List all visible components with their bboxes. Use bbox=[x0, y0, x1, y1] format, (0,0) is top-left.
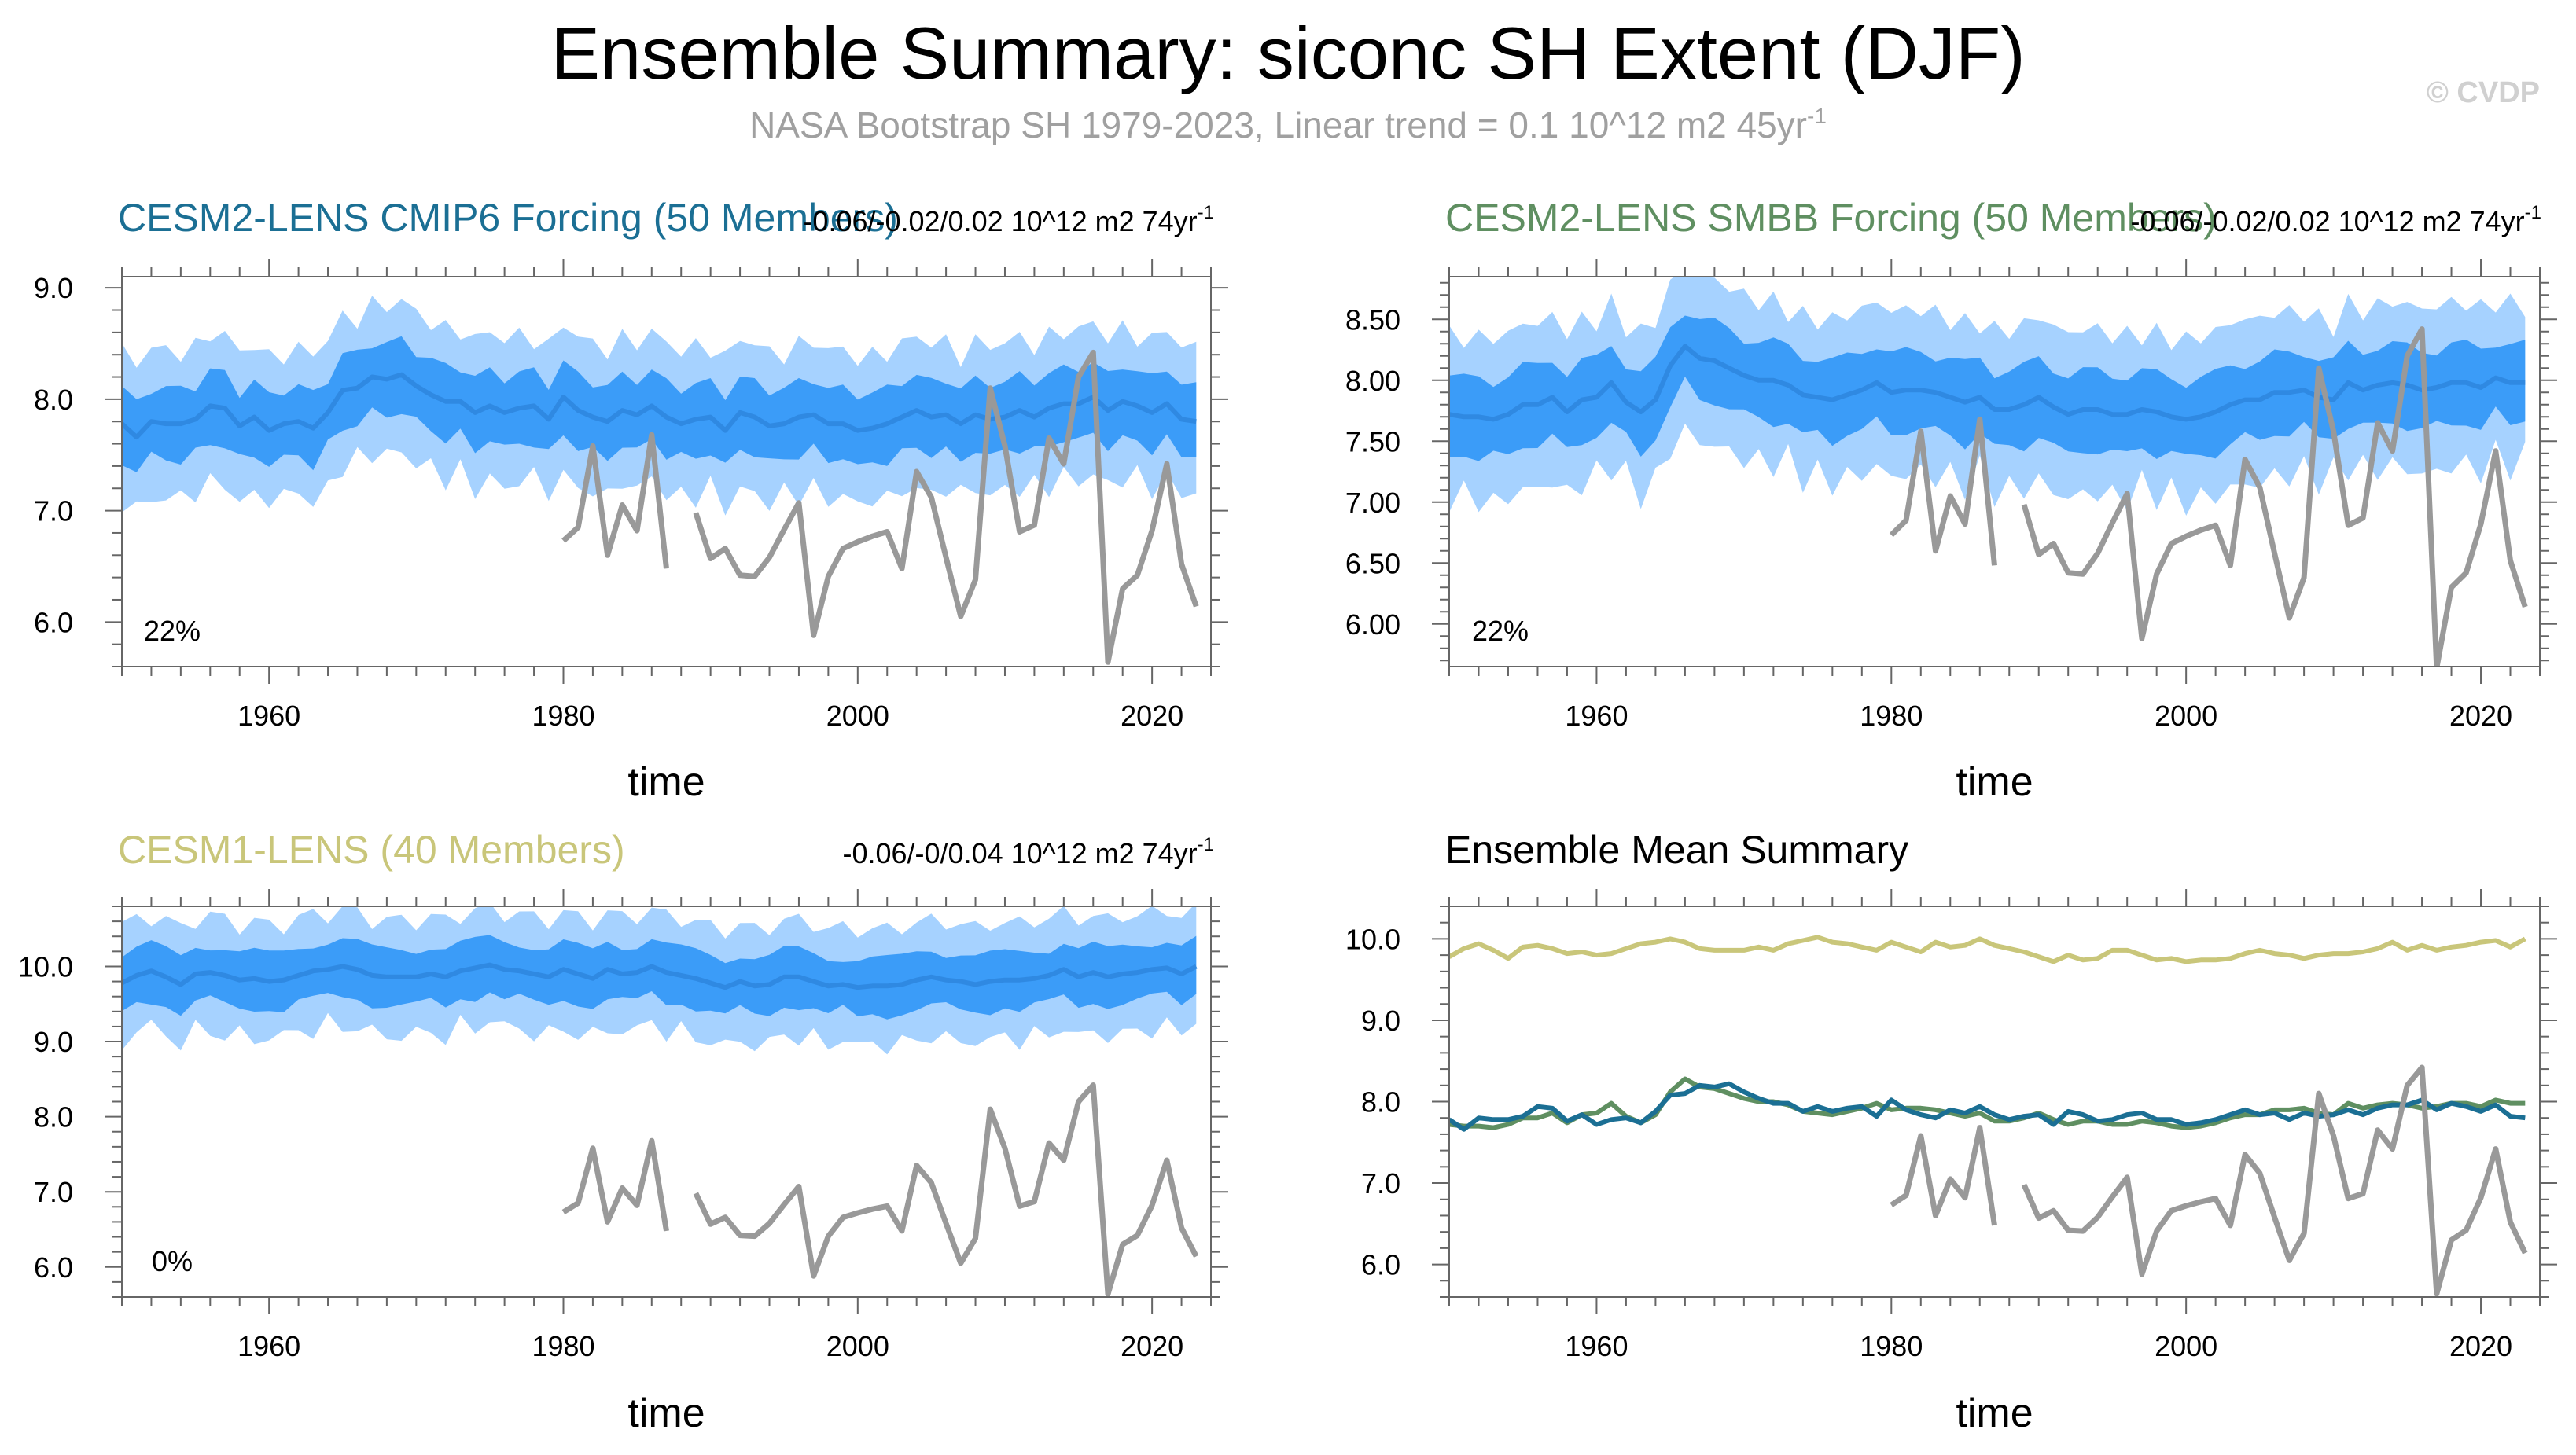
chart-panels: CESM2-LENS CMIP6 Forcing (50 Members)-0.… bbox=[18, 196, 2557, 1436]
x-tick-label: 1980 bbox=[532, 700, 594, 732]
ensemble-band-inner bbox=[122, 935, 1197, 1020]
ensemble-band-inner bbox=[122, 336, 1197, 472]
y-tick-label: 6.0 bbox=[34, 606, 73, 638]
y-tick-label: 7.0 bbox=[34, 495, 73, 527]
y-tick-label: 7.0 bbox=[34, 1176, 73, 1208]
x-axis-label: time bbox=[1956, 1391, 2033, 1436]
percent-label: 22% bbox=[144, 615, 201, 647]
y-tick-label: 9.0 bbox=[1361, 1005, 1400, 1037]
x-tick-label: 2020 bbox=[2449, 1330, 2512, 1362]
y-tick-label: 6.0 bbox=[34, 1251, 73, 1284]
y-tick-label: 6.50 bbox=[1345, 547, 1400, 579]
trend-label: -0.06/-0.02/0.02 10^12 m2 74yr-1 bbox=[2130, 202, 2541, 237]
x-tick-label: 2000 bbox=[826, 700, 889, 732]
panel-title: CESM2-LENS SMBB Forcing (50 Members) bbox=[1445, 196, 2217, 240]
y-tick-label: 6.00 bbox=[1345, 608, 1400, 641]
observed-line bbox=[1889, 326, 2528, 667]
subtitle-superscript: -1 bbox=[1807, 104, 1827, 128]
series-line-cesm2-cmip6 bbox=[1449, 1081, 2526, 1132]
x-tick-label: 1980 bbox=[532, 1330, 594, 1362]
ensemble-mean-line bbox=[1449, 344, 2526, 422]
y-tick-label: 7.00 bbox=[1345, 487, 1400, 519]
percent-label: 0% bbox=[152, 1245, 193, 1277]
observed-line bbox=[561, 1082, 1199, 1297]
x-tick-label: 1960 bbox=[237, 700, 300, 732]
plot-area bbox=[1449, 277, 2528, 667]
y-tick-label: 8.0 bbox=[1361, 1086, 1400, 1119]
chart-panel-cesm1: CESM1-LENS (40 Members) -0.06/-0/0.04 10^… bbox=[18, 828, 1228, 1436]
y-tick-label: 7.0 bbox=[1361, 1167, 1400, 1200]
x-tick-label: 1960 bbox=[1565, 1330, 1628, 1362]
trend-superscript: -1 bbox=[1198, 202, 1214, 223]
y-tick-label: 10.0 bbox=[18, 950, 73, 983]
ensemble-mean-line bbox=[122, 962, 1198, 990]
y-tick-label: 7.50 bbox=[1345, 425, 1400, 457]
x-tick-label: 1980 bbox=[1860, 700, 1923, 732]
chart-panel-cesm2-cmip6: CESM2-LENS CMIP6 Forcing (50 Members)-0.… bbox=[34, 196, 1228, 805]
panel-title: CESM2-LENS CMIP6 Forcing (50 Members) bbox=[118, 196, 898, 240]
series-line-cesm1 bbox=[1449, 935, 2526, 964]
subtitle-text: NASA Bootstrap SH 1979-2023, Linear tren… bbox=[749, 105, 1807, 145]
ensemble-band-inner bbox=[1449, 315, 2526, 461]
trend-label: -0.06/-0.02/0.02 10^12 m2 74yr-1 bbox=[803, 202, 1214, 237]
y-tick-label: 8.50 bbox=[1345, 303, 1400, 336]
chart-panel-cesm2-smbb: CESM2-LENS SMBB Forcing (50 Members)-0.0… bbox=[1345, 196, 2557, 805]
x-tick-label: 2020 bbox=[1121, 1330, 1183, 1362]
x-tick-label: 2000 bbox=[2155, 1330, 2217, 1362]
plot-frame bbox=[121, 276, 1212, 667]
x-tick-label: 2000 bbox=[2155, 700, 2217, 732]
percent-label: 22% bbox=[1472, 615, 1529, 647]
panel-title: CESM1-LENS (40 Members) bbox=[118, 828, 625, 872]
series-line-obs-line bbox=[1890, 1064, 2528, 1297]
trend-text: -0.06/-0.02/0.02 10^12 m2 74yr bbox=[2130, 205, 2524, 237]
trend-text: -0.06/-0.02/0.02 10^12 m2 74yr bbox=[803, 205, 1197, 237]
y-tick-label: 10.0 bbox=[1345, 923, 1400, 955]
y-tick-label: 9.0 bbox=[34, 272, 73, 304]
cvdp-watermark: © CVDP bbox=[2427, 76, 2540, 109]
x-tick-label: 1960 bbox=[237, 1330, 300, 1362]
observed-line bbox=[561, 349, 1199, 665]
y-tick-label: 8.0 bbox=[34, 384, 73, 416]
x-axis-label: time bbox=[1956, 759, 2033, 805]
plot-area bbox=[1449, 935, 2528, 1297]
trend-text: -0.06/-0/0.04 10^12 m2 74yr bbox=[842, 837, 1197, 869]
x-tick-label: 2020 bbox=[1121, 700, 1183, 732]
y-tick-label: 6.0 bbox=[1361, 1249, 1400, 1281]
x-tick-label: 2020 bbox=[2449, 700, 2512, 732]
plot-area bbox=[122, 296, 1199, 665]
trend-superscript: -1 bbox=[1198, 834, 1214, 855]
panel-title: Ensemble Mean Summary bbox=[1445, 828, 1908, 872]
y-tick-label: 8.00 bbox=[1345, 365, 1400, 397]
plot-frame bbox=[1448, 276, 2541, 667]
x-axis-label: time bbox=[627, 1391, 705, 1436]
x-tick-label: 1980 bbox=[1860, 1330, 1923, 1362]
plot-area bbox=[122, 906, 1199, 1297]
figure-subtitle: NASA Bootstrap SH 1979-2023, Linear tren… bbox=[749, 104, 1827, 145]
x-tick-label: 2000 bbox=[826, 1330, 889, 1362]
y-tick-label: 8.0 bbox=[34, 1101, 73, 1134]
ensemble-mean-line bbox=[122, 372, 1197, 440]
x-axis-label: time bbox=[627, 759, 705, 805]
y-tick-label: 9.0 bbox=[34, 1026, 73, 1058]
x-tick-label: 1960 bbox=[1565, 700, 1628, 732]
trend-label: -0.06/-0/0.04 10^12 m2 74yr-1 bbox=[842, 834, 1214, 869]
trend-superscript: -1 bbox=[2525, 202, 2541, 223]
chart-panel-ensemble-mean-summary: Ensemble Mean Summary 1960 1980 2000 2020 6.0… bbox=[1345, 828, 2557, 1436]
figure-title: Ensemble Summary: siconc SH Extent (DJF) bbox=[550, 12, 2025, 94]
